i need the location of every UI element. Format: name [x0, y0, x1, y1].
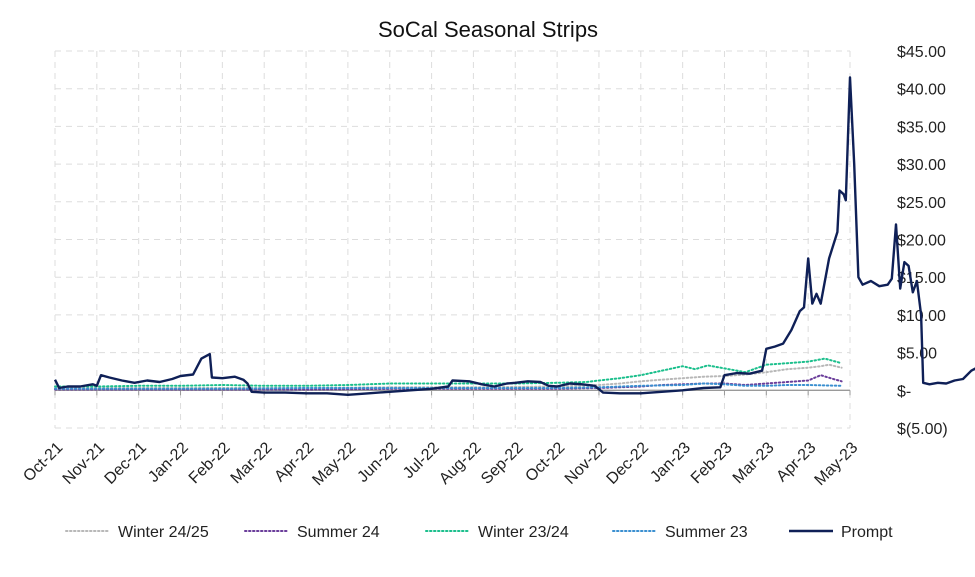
series-lines [53, 76, 975, 396]
y-tick-label: $5.00 [897, 346, 937, 363]
x-tick-label: Feb-22 [186, 439, 234, 487]
x-tick-label: Oct-22 [522, 439, 568, 485]
y-tick-label: $20.00 [897, 233, 946, 250]
x-tick-label: Nov-22 [562, 439, 611, 488]
legend-label: Summer 24 [297, 524, 380, 541]
series-line-prompt [53, 76, 975, 396]
x-tick-label: Dec-22 [604, 439, 653, 488]
x-tick-label: Sep-22 [478, 439, 527, 488]
x-tick-label: May-23 [812, 439, 862, 489]
chart-title: SoCal Seasonal Strips [378, 17, 598, 42]
gridlines [54, 50, 851, 429]
y-tick-label: $- [897, 383, 911, 400]
series-line-winter-24-25 [54, 363, 843, 389]
x-tick-label: Oct-21 [20, 439, 66, 485]
x-tick-label: Mar-22 [228, 439, 276, 487]
x-tick-label: Feb-23 [688, 439, 736, 487]
series-line-winter-23-24 [54, 357, 843, 388]
x-tick-label: Nov-21 [60, 439, 109, 488]
x-tick-label: May-22 [309, 439, 359, 489]
x-tick-label: Aug-22 [436, 439, 485, 488]
y-tick-label: $25.00 [897, 195, 946, 212]
x-axis-ticks: Oct-21Nov-21Dec-21Jan-22Feb-22Mar-22Apr-… [20, 439, 861, 489]
zero-axis-line [54, 389, 851, 396]
series-line-summer-23 [54, 382, 843, 390]
y-tick-label: $45.00 [897, 44, 946, 61]
x-tick-label: Jan-23 [647, 439, 694, 486]
legend: Winter 24/25 Summer 24 Winter 23/24 Summer … [65, 524, 893, 541]
legend-label: Prompt [841, 524, 893, 541]
y-tick-label: $(5.00) [897, 421, 948, 438]
y-tick-label: $35.00 [897, 119, 946, 136]
y-tick-label: $15.00 [897, 270, 946, 287]
x-tick-label: Mar-23 [730, 439, 778, 487]
x-tick-label: Jan-22 [145, 439, 192, 486]
y-tick-label: $30.00 [897, 157, 946, 174]
legend-label: Summer 23 [665, 524, 748, 541]
legend-label: Winter 24/25 [118, 524, 209, 541]
legend-label: Winter 23/24 [478, 524, 569, 541]
x-tick-label: Dec-21 [102, 439, 151, 488]
x-tick-label: Jun-22 [354, 439, 401, 486]
y-tick-label: $40.00 [897, 82, 946, 99]
